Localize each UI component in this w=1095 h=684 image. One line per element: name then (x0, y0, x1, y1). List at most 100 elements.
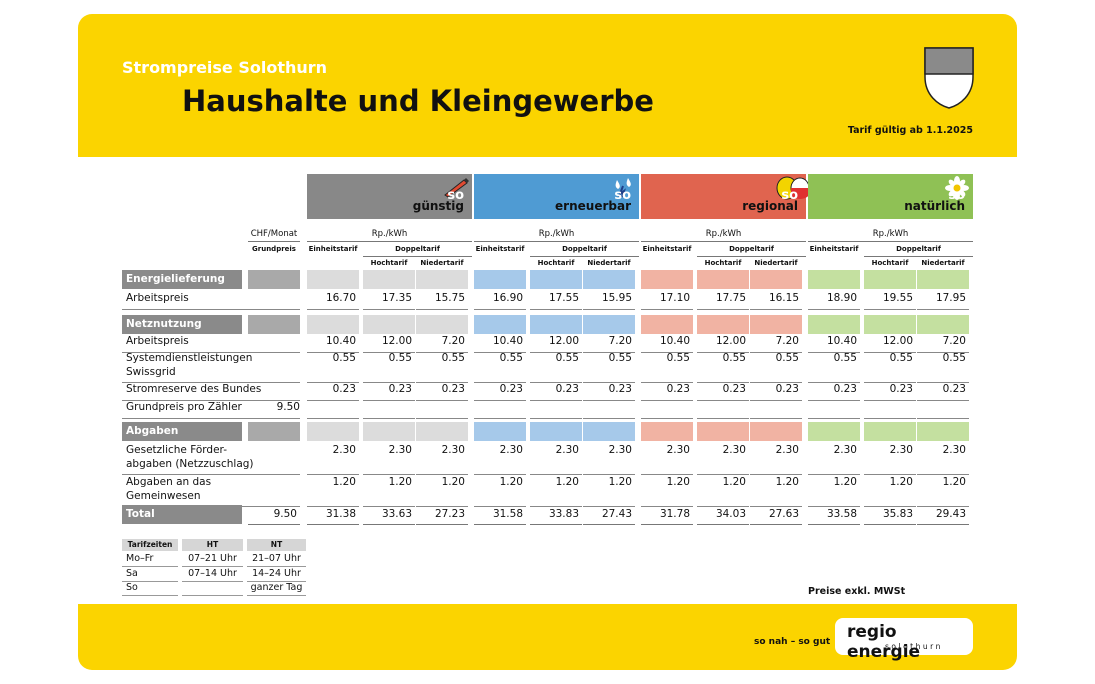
price-value: 2.30 (722, 444, 746, 456)
section-cell-2-3-2 (697, 315, 749, 334)
row-rule (750, 400, 802, 401)
price-value: 1.20 (608, 476, 632, 488)
rule-doppel-1 (363, 256, 472, 257)
price-value: 0.55 (332, 352, 356, 364)
price-value: 0.23 (555, 383, 579, 395)
row-rule (122, 352, 300, 353)
section-cell-3-2-2 (530, 422, 582, 441)
total-value: 31.38 (325, 508, 356, 520)
price-value: 17.35 (381, 292, 412, 304)
total-grund-value: 9.50 (273, 508, 297, 520)
tarif-header-1: Tarifzeiten (122, 539, 178, 551)
row-rule (750, 382, 802, 383)
section-2: Netznutzung HET/NST1 (122, 315, 242, 349)
total-value: 35.83 (882, 508, 913, 520)
section-cell-1-3-3 (750, 270, 802, 289)
product-name: so regional (742, 189, 798, 212)
price-value: 0.23 (332, 383, 356, 395)
price-value: 1.20 (332, 476, 356, 488)
price-value: 15.95 (601, 292, 632, 304)
price-value: 2.30 (388, 444, 412, 456)
tarif-rule (182, 595, 243, 596)
section-cell-3-4-2 (864, 422, 916, 441)
total-rule (697, 524, 749, 525)
price-value: 18.90 (826, 292, 857, 304)
col-doppel-1: Doppeltarif (395, 245, 440, 253)
rule-doppel-3 (697, 256, 806, 257)
price-value: 0.55 (555, 352, 579, 364)
section-cell-2-2-1 (474, 315, 526, 334)
tarif-rule (247, 580, 306, 582)
row-rule (416, 418, 468, 419)
row-rule (530, 400, 582, 401)
price-value: 12.00 (548, 335, 579, 347)
row-rule (808, 418, 860, 419)
row-rule (641, 309, 693, 310)
row-rule (697, 309, 749, 310)
price-value: 0.55 (499, 352, 523, 364)
row-rule (530, 309, 582, 310)
tarif-cell: Mo–Fr (126, 553, 154, 564)
row-rule (864, 418, 916, 419)
price-value: 0.55 (889, 352, 913, 364)
col-doppel-3: Doppeltarif (729, 245, 774, 253)
row-rule (474, 506, 526, 507)
section-cell-1-2-3 (583, 270, 635, 289)
price-value: 0.23 (441, 383, 465, 395)
row-rule (808, 309, 860, 310)
row-rule (697, 418, 749, 419)
total-value: 33.83 (548, 508, 579, 520)
section-3: Abgaben (122, 422, 242, 441)
total-value: 34.03 (715, 508, 746, 520)
tarif-cell: ganzer Tag (250, 582, 303, 593)
col-doppel-2: Doppeltarif (562, 245, 607, 253)
price-value: 1.20 (499, 476, 523, 488)
tarif-cell: 07–14 Uhr (188, 567, 237, 579)
price-value: 7.20 (775, 335, 799, 347)
row-rule (363, 400, 415, 401)
unit-rp-2: Rp./kWh (538, 229, 575, 239)
product-band-1: so günstig (307, 174, 472, 219)
total-rule (808, 524, 860, 525)
price-value: 17.55 (548, 292, 579, 304)
price-value: 2.30 (441, 444, 465, 456)
row-rule (416, 382, 468, 383)
col-nieder-1: Niedertarif (420, 259, 464, 267)
row-rule (530, 506, 582, 507)
section-cell-1-1-1 (307, 270, 359, 289)
row-rule (864, 382, 916, 383)
row-rule (307, 474, 359, 475)
price-value: 0.23 (666, 383, 690, 395)
total-value: 27.43 (601, 508, 632, 520)
validity-date: Tarif gültig ab 1.1.2025 (847, 125, 973, 136)
section-cell-3-4-3 (917, 422, 969, 441)
total-rule (307, 524, 359, 525)
logo-subtext: solothurn (885, 642, 943, 651)
col-grundpreis: Grundpreis (252, 245, 296, 253)
rule-unit-3 (641, 241, 806, 242)
col-hoch-1: Hochtarif (370, 259, 408, 267)
row-rule (750, 309, 802, 310)
row-rule (474, 418, 526, 419)
row-rule (917, 382, 969, 383)
section-cell-2-2-2 (530, 315, 582, 334)
col-nieder-3: Niedertarif (754, 259, 798, 267)
total-value: 31.58 (492, 508, 523, 520)
row-rule (808, 506, 860, 507)
section-cell-2-3-1 (641, 315, 693, 334)
section-cell-3-3-1 (641, 422, 693, 441)
tarif-header-3: NT (247, 539, 306, 551)
price-value: 12.00 (381, 335, 412, 347)
row-rule (808, 352, 860, 353)
tarif-rule (122, 595, 178, 596)
row-rule (750, 506, 802, 507)
row-rule (750, 352, 802, 353)
daisy-icon (943, 176, 969, 200)
row-rule (864, 474, 916, 475)
product-name: so günstig (413, 189, 464, 212)
row-rule (416, 309, 468, 310)
section-cell-2-4-2 (864, 315, 916, 334)
price-value: 2.30 (666, 444, 690, 456)
price-value: 2.30 (332, 444, 356, 456)
section-cell-1-4-1 (808, 270, 860, 289)
